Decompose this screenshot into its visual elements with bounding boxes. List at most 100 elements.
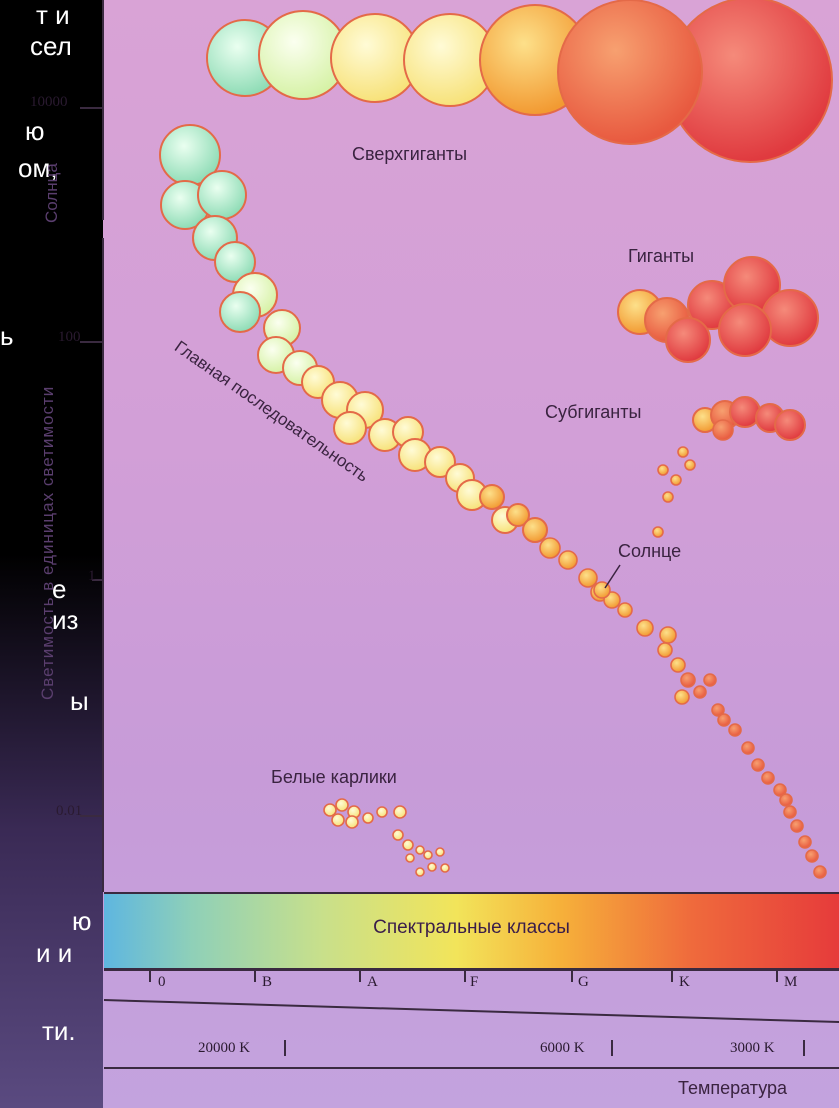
main-sequence-star	[522, 517, 548, 543]
main-sequence-star	[711, 703, 725, 717]
label-supergiants: Сверхгиганты	[352, 144, 468, 164]
overlay-text-10: и и	[36, 938, 73, 968]
spectral-classes-band: Спектральные классы	[104, 892, 839, 970]
white-dwarf-star	[335, 798, 349, 812]
white-dwarf-star	[440, 863, 450, 873]
small-star	[657, 464, 669, 476]
temp-axis-top	[103, 999, 839, 1023]
main-sequence-star	[657, 642, 673, 658]
main-sequence-star	[693, 685, 707, 699]
temp-label-6000: 6000 K	[540, 1040, 585, 1056]
main-sequence-star	[741, 741, 755, 755]
main-sequence-star	[558, 550, 578, 570]
main-sequence-star	[703, 673, 717, 687]
small-star	[670, 474, 682, 486]
main-sequence-star	[790, 819, 804, 833]
label-giants: Гиганты	[628, 246, 695, 266]
class-label-0: 0	[158, 974, 166, 990]
overlay-text-9: ю	[72, 906, 92, 936]
main-sequence-star	[728, 723, 742, 737]
class-label-g: G	[578, 974, 589, 990]
main-sequence-star	[680, 672, 696, 688]
subgiant-star	[774, 409, 806, 441]
overlay-text-11: ти.	[42, 1016, 76, 1046]
label-sun: Солнце	[618, 541, 682, 561]
class-label-m: M	[784, 974, 798, 990]
overlay-text-1: т и	[36, 0, 70, 30]
overlay-text-7: из	[52, 605, 79, 635]
white-dwarf-star	[435, 847, 445, 857]
y-tick-label-10000: 10000	[30, 94, 68, 110]
small-star	[652, 526, 664, 538]
small-star	[677, 446, 689, 458]
white-dwarf-star	[423, 850, 433, 860]
temp-label-3000: 3000 K	[730, 1040, 775, 1056]
overlay-text-6: е	[52, 574, 67, 604]
overlay-text-4: ом,	[18, 153, 58, 183]
overlay-text-2: сел	[30, 31, 72, 61]
overlay-text-5: ь	[0, 321, 14, 351]
main-sequence-star	[773, 783, 787, 797]
white-dwarf-star	[345, 815, 359, 829]
class-label-f: F	[470, 974, 479, 990]
spectral-band-label: Спектральные классы	[373, 917, 570, 938]
label-white-dwarfs: Белые карлики	[271, 767, 397, 787]
overlay-text-8: ы	[70, 686, 89, 716]
small-star	[662, 491, 674, 503]
class-label-k: K	[679, 974, 690, 990]
class-label-a: A	[367, 974, 378, 990]
main-sequence-star	[670, 657, 686, 673]
white-dwarf-star	[393, 805, 407, 819]
white-dwarf-star	[402, 839, 414, 851]
small-star	[684, 459, 696, 471]
white-dwarf-star	[415, 867, 425, 877]
main-sequence-star	[798, 835, 812, 849]
left-slide-strip	[0, 0, 103, 1108]
main-sequence-star	[783, 805, 797, 819]
main-sequence-star	[214, 241, 256, 283]
main-sequence-star	[333, 411, 367, 445]
main-sequence-star	[761, 771, 775, 785]
white-dwarf-star	[331, 813, 345, 827]
main-sequence-star	[813, 865, 827, 879]
temp-label-20000: 20000 K	[198, 1040, 251, 1056]
subgiant-star	[712, 419, 734, 441]
white-dwarf-star	[415, 845, 425, 855]
main-sequence-star	[659, 626, 677, 644]
main-sequence-star	[506, 503, 530, 527]
subgiant-star	[729, 396, 761, 428]
main-sequence-star	[424, 446, 456, 478]
overlay-text-3: ю	[25, 116, 45, 146]
main-sequence-star	[539, 537, 561, 559]
class-label-b: B	[262, 974, 273, 990]
main-sequence-star	[636, 619, 654, 637]
y-tick-label-001: 0.01	[56, 803, 83, 819]
main-sequence-star	[779, 793, 793, 807]
main-sequence-star	[717, 713, 731, 727]
white-dwarf-star	[323, 803, 337, 817]
main-sequence-star	[805, 849, 819, 863]
white-dwarf-star	[392, 829, 404, 841]
label-subgiants: Субгиганты	[545, 402, 642, 422]
main-sequence-star	[197, 170, 247, 220]
y-tick-label-100: 100	[58, 329, 81, 345]
main-sequence-star	[617, 602, 633, 618]
y-tick-label-1: 1	[88, 568, 96, 584]
main-sequence-star	[674, 689, 690, 705]
white-dwarf-star	[376, 806, 388, 818]
supergiant-star	[557, 0, 703, 145]
main-sequence-star	[751, 758, 765, 772]
sun-pointer-line	[604, 564, 621, 589]
main-sequence-star	[219, 291, 261, 333]
main-sequence-star	[479, 484, 505, 510]
white-dwarf-star	[427, 862, 437, 872]
white-dwarf-star	[362, 812, 374, 824]
temperature-axis-label: Температура	[678, 1078, 788, 1098]
giant-star	[665, 317, 711, 363]
giant-star	[718, 303, 772, 357]
main-sequence-star	[578, 568, 598, 588]
white-dwarf-star	[405, 853, 415, 863]
